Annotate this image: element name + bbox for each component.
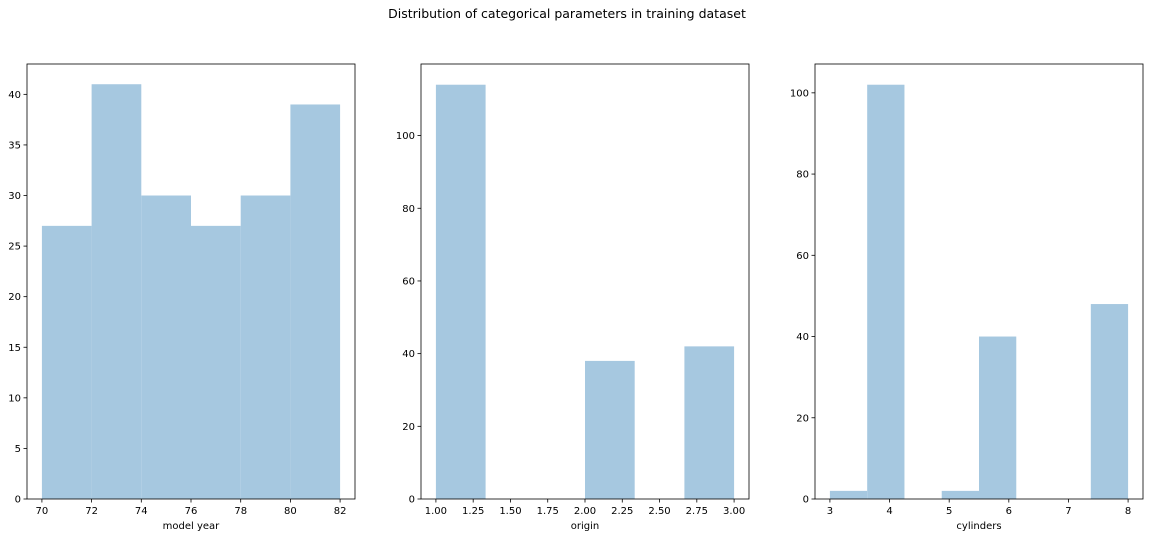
y-tick-label: 100	[790, 88, 809, 99]
x-tick-label: 2.00	[574, 506, 596, 517]
y-tick-label: 15	[8, 343, 21, 354]
x-tick-label: 6	[1006, 506, 1012, 517]
y-tick-label: 5	[15, 444, 21, 455]
x-tick-label: 7	[1065, 506, 1071, 517]
y-tick-label: 0	[409, 495, 415, 506]
subplot-origin: origin 1.00 1.25 1.50 1.75 2.00 2.25 2.50 2.75 3…	[396, 63, 750, 532]
y-tick-label: 20	[8, 292, 21, 303]
x-tick-label: 1.75	[537, 506, 559, 517]
y-tick-label: 80	[402, 204, 415, 215]
histogram-bar	[941, 490, 979, 499]
x-tick-label: 2.50	[648, 506, 670, 517]
y-tick-label: 0	[15, 495, 21, 506]
y-tick-label: 40	[796, 332, 809, 343]
subplot-model-year: model year 70 72 74 76 78 80 82 0 5 10 15 20 25 30 35 4…	[8, 63, 356, 532]
axes-frame	[814, 63, 1144, 500]
x-tick-label: 80	[284, 506, 297, 517]
y-tick-label: 10	[8, 393, 21, 404]
x-tick-label: 74	[135, 506, 148, 517]
x-tick-label: 2.75	[686, 506, 708, 517]
x-tick-label: 8	[1125, 506, 1131, 517]
histogram-bar	[41, 225, 92, 499]
x-tick-label: 3.00	[723, 506, 745, 517]
x-tick-label: 82	[334, 506, 347, 517]
x-axis-label: origin	[571, 521, 599, 532]
x-tick-label: 78	[234, 506, 247, 517]
y-tick-label: 80	[796, 170, 809, 181]
histogram-bar	[240, 195, 291, 499]
x-tick-label: 72	[85, 506, 98, 517]
x-tick-label: 1.50	[499, 506, 521, 517]
y-tick-label: 20	[402, 422, 415, 433]
y-tick-label: 60	[796, 251, 809, 262]
y-tick-label: 35	[8, 140, 21, 151]
y-tick-label: 20	[796, 413, 809, 424]
histogram-bar	[979, 336, 1017, 499]
histogram-bar	[290, 104, 341, 499]
y-tick-label: 100	[396, 131, 415, 142]
histogram-bar	[585, 360, 635, 499]
x-tick-label: 70	[36, 506, 49, 517]
histogram-bar	[1090, 304, 1129, 499]
figure-title: Distribution of categorical parameters i…	[388, 6, 746, 21]
x-tick-label: 2.25	[611, 506, 633, 517]
histogram-bar	[141, 195, 191, 499]
y-tick-label: 40	[402, 349, 415, 360]
y-tick-label: 30	[8, 191, 21, 202]
x-tick-label: 76	[185, 506, 198, 517]
y-tick-label: 25	[8, 242, 21, 253]
y-tick-label: 0	[803, 495, 809, 506]
histogram-bar	[435, 84, 486, 499]
histogram-bar	[684, 346, 735, 499]
x-axis-label: model year	[163, 521, 221, 532]
histogram-bar	[867, 84, 905, 499]
x-axis-label: cylinders	[956, 521, 1001, 532]
x-tick-label: 1.00	[425, 506, 447, 517]
y-tick-label: 40	[8, 90, 21, 101]
x-tick-label: 3	[827, 506, 833, 517]
x-tick-label: 5	[946, 506, 952, 517]
y-tick-label: 60	[402, 276, 415, 287]
histogram-bar	[829, 490, 868, 499]
x-tick-label: 1.25	[462, 506, 484, 517]
x-tick-label: 4	[886, 506, 892, 517]
histogram-bar	[91, 84, 142, 500]
histogram-bar	[191, 225, 241, 499]
